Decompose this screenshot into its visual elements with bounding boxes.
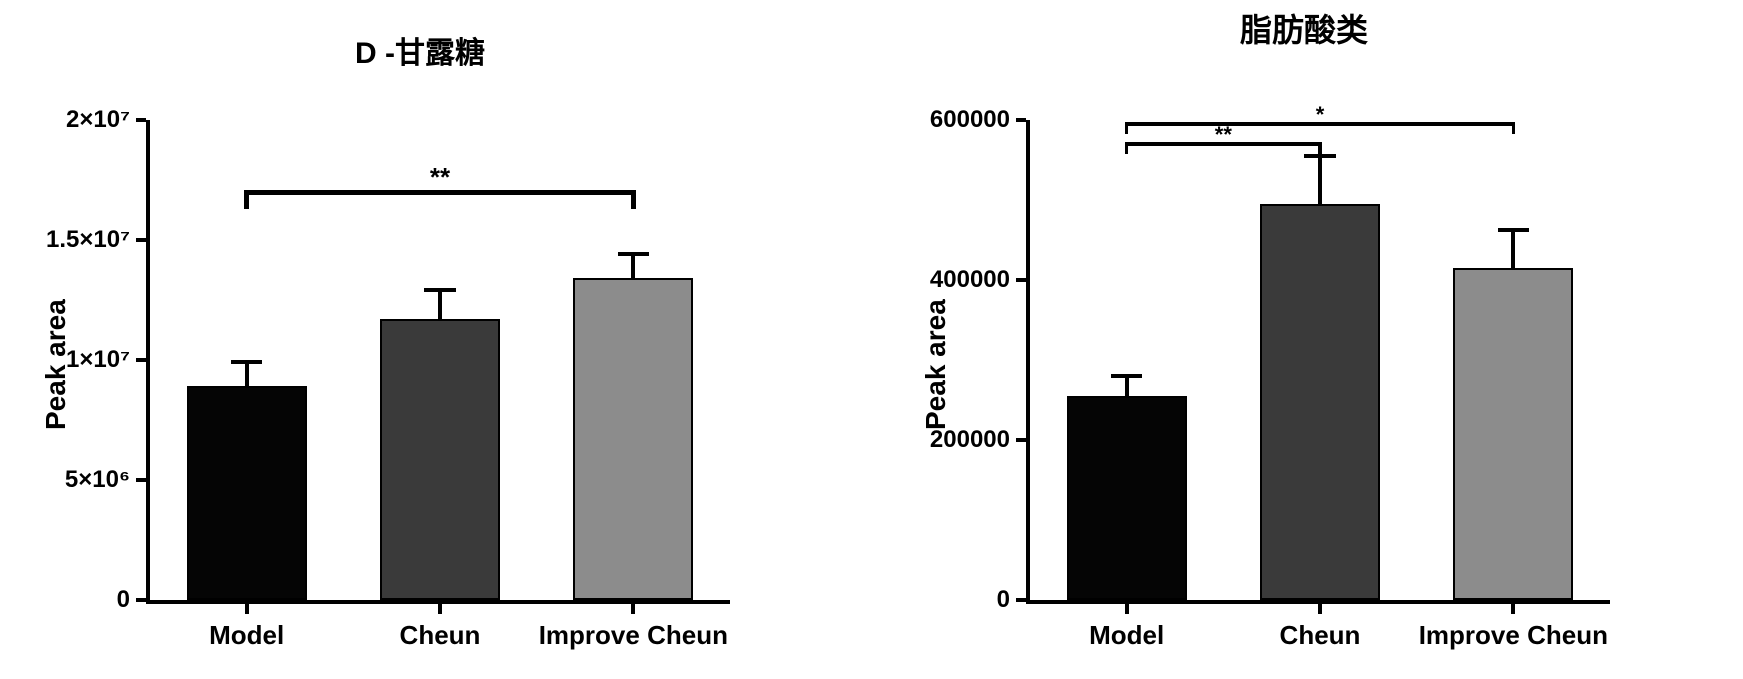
x-tick-label: Cheun [330,620,550,651]
y-axis [1026,120,1030,600]
significance-bracket-drop [1512,124,1516,134]
significance-label: ** [410,162,470,193]
y-tick-label: 2×10⁷ [66,106,130,134]
y-tick [1016,598,1026,602]
y-tick [1016,438,1026,442]
y-tick [136,598,146,602]
y-tick [136,238,146,242]
y-tick [136,358,146,362]
y-tick [136,478,146,482]
significance-bracket-drop [244,192,249,209]
y-tick [136,118,146,122]
x-tick [1318,604,1322,614]
x-tick-label: Model [1017,620,1237,651]
y-tick-label: 400000 [930,266,1010,294]
error-cap [618,252,649,256]
y-tick [1016,118,1026,122]
significance-bracket-drop [1318,144,1322,154]
significance-bracket-drop [1125,144,1129,154]
x-tick [631,604,635,614]
x-tick-label: Cheun [1210,620,1430,651]
error-cap [231,360,262,364]
y-tick [1016,278,1026,282]
x-tick-label: Improve Cheun [523,620,743,651]
error-bar [631,254,635,278]
x-tick [1125,604,1129,614]
y-axis-label: Peak area [40,299,72,430]
y-axis [146,120,150,600]
y-tick-label: 5×10⁶ [65,466,130,494]
bar [1453,268,1573,600]
chart-title: D -甘露糖 [355,28,485,72]
error-bar [1511,230,1515,268]
y-tick-label: 600000 [930,106,1010,134]
bar [1067,396,1187,600]
bar [1260,204,1380,600]
significance-label: * [1290,102,1350,128]
error-cap [1498,228,1529,232]
error-bar [1318,156,1322,204]
x-tick [1511,604,1515,614]
figure-page: D -甘露糖 0 5×10⁶ 1×10⁷ 1.5×10⁷ 2×10⁷ Peak area Mo… [0,0,1743,679]
x-tick [245,604,249,614]
y-tick-label: 0 [117,586,130,614]
x-tick-label: Improve Cheun [1403,620,1623,651]
significance-bracket-drop [631,192,636,209]
error-cap [424,288,455,292]
significance-bracket-drop [1125,124,1129,134]
y-tick-label: 1×10⁷ [66,346,130,374]
error-cap [1304,154,1335,158]
bar [380,319,500,600]
x-tick-label: Model [137,620,357,651]
error-bar [245,362,249,386]
y-tick-label: 1.5×10⁷ [46,226,130,254]
y-tick-label: 0 [997,586,1010,614]
error-bar [1125,376,1129,396]
significance-label: ** [1193,122,1253,148]
x-tick [438,604,442,614]
bar [573,278,693,600]
error-bar [438,290,442,319]
y-axis-label: Peak area [920,299,952,430]
error-cap [1111,374,1142,378]
chart-title: 脂肪酸类 [1240,5,1368,51]
bar [187,386,307,600]
